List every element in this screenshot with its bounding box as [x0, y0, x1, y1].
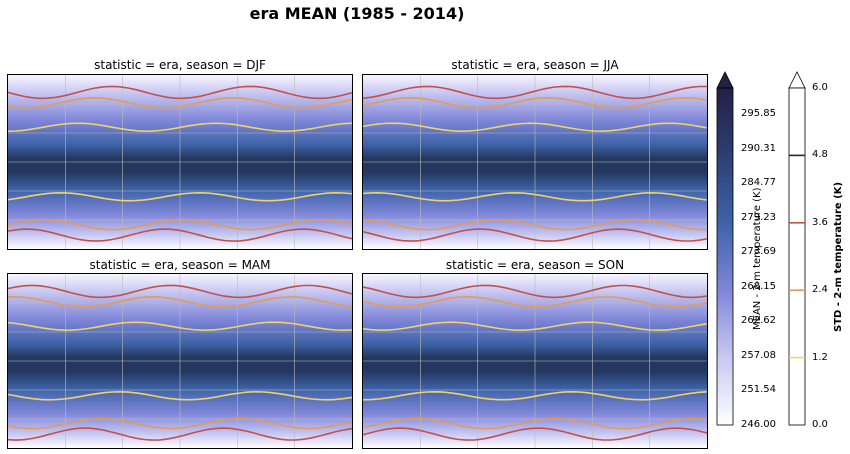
std-colorbar-tick: 4.8 [812, 149, 828, 161]
map-panel-son [362, 273, 708, 449]
mean-colorbar-tick: 257.08 [741, 349, 776, 361]
std-colorbar-tick: 6.0 [812, 82, 828, 93]
figure-title: era MEAN (1985 - 2014) [249, 4, 465, 23]
std-colorbar-tick: 2.4 [812, 284, 828, 296]
std-colorbar-extend-triangle [788, 71, 806, 89]
mean-colorbar-tick: 251.54 [741, 384, 776, 396]
mean-colorbar [716, 71, 734, 426]
std-colorbar [788, 71, 806, 426]
panel-title-mam: statistic = era, season = MAM [89, 258, 271, 272]
std-colorbar-tick: 0.0 [812, 419, 828, 430]
mean-colorbar-extend-triangle [716, 71, 734, 89]
mean-colorbar-label: MEAN - 2-m temperature (K) [752, 187, 763, 330]
mean-colorbar-tick: 273.69 [741, 246, 776, 258]
mean-colorbar-tick: 246.00 [741, 419, 776, 430]
std-colorbar-label: STD - 2-m temperature (K) [833, 181, 844, 332]
mean-colorbar-tick: 290.31 [741, 142, 776, 154]
panel-title-son: statistic = era, season = SON [445, 258, 625, 272]
std-colorbar-tick: 3.6 [812, 216, 828, 228]
mean-colorbar-tick: 268.15 [741, 280, 776, 292]
panel-title-jja: statistic = era, season = JJA [451, 58, 619, 72]
map-panel-mam [7, 273, 353, 449]
map-panel-djf [7, 74, 353, 250]
panel-title-djf: statistic = era, season = DJF [94, 58, 266, 72]
map-panel-jja [362, 74, 708, 250]
mean-colorbar-tick: 295.85 [741, 108, 776, 119]
mean-colorbar-tick: 262.62 [741, 315, 776, 327]
mean-colorbar-tick: 279.23 [741, 211, 776, 223]
mean-colorbar-tick: 284.77 [741, 177, 776, 189]
std-colorbar-tick: 1.2 [812, 351, 828, 363]
